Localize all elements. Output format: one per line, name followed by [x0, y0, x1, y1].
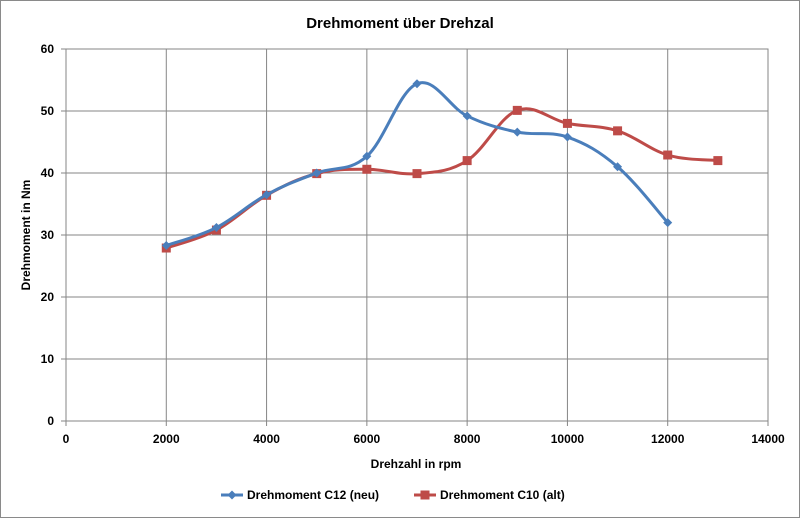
x-tick-label: 8000 [454, 432, 481, 446]
x-tick-label: 6000 [354, 432, 381, 446]
data-point [462, 111, 472, 121]
legend-label: Drehmoment C12 (neu) [247, 488, 379, 502]
y-tick-label: 20 [41, 290, 55, 304]
x-tick-label: 0 [63, 432, 70, 446]
data-point [613, 162, 623, 172]
y-tick-label: 30 [41, 228, 55, 242]
x-tick-label: 10000 [551, 432, 585, 446]
x-tick-label: 12000 [651, 432, 685, 446]
data-point [512, 105, 522, 115]
y-tick-label: 40 [41, 166, 55, 180]
data-point [211, 223, 221, 233]
x-tick-label: 2000 [153, 432, 180, 446]
data-point [412, 79, 422, 89]
data-point [362, 164, 372, 174]
series-c12 [161, 79, 673, 251]
x-axis-label: Drehzahl in rpm [371, 457, 462, 471]
data-point [362, 151, 372, 161]
series-layer [161, 79, 723, 253]
y-axis-label: Drehmoment in Nm [19, 180, 33, 291]
y-tick-label: 10 [41, 352, 55, 366]
data-point [262, 190, 272, 200]
x-tick-label: 14000 [751, 432, 785, 446]
data-point [562, 132, 572, 142]
y-tick-label: 50 [41, 104, 55, 118]
data-point [512, 127, 522, 137]
chart-title: Drehmoment über Drehzal [306, 15, 494, 32]
y-tick-label: 60 [41, 42, 55, 56]
y-tick-label: 0 [47, 414, 54, 428]
data-point [412, 169, 422, 179]
y-axis-ticks: 0 10 20 30 40 50 60 [41, 42, 66, 428]
legend-swatch-marker [420, 490, 430, 500]
legend-swatch-marker [227, 490, 237, 500]
data-point [663, 218, 673, 228]
data-point [613, 126, 623, 136]
data-point [161, 241, 171, 251]
data-point [663, 150, 673, 160]
data-point [462, 156, 472, 166]
data-point [713, 156, 723, 166]
x-axis-ticks: 0 2000 4000 6000 8000 10000 12000 14000 [63, 421, 785, 446]
legend-label: Drehmoment C10 (alt) [440, 488, 565, 502]
legend-item-c12: Drehmoment C12 (neu) [221, 488, 379, 502]
data-point [312, 168, 322, 178]
x-tick-label: 4000 [253, 432, 280, 446]
data-point [562, 118, 572, 128]
legend-item-c10: Drehmoment C10 (alt) [414, 488, 565, 502]
legend: Drehmoment C12 (neu) Drehmoment C10 (alt) [221, 488, 565, 502]
